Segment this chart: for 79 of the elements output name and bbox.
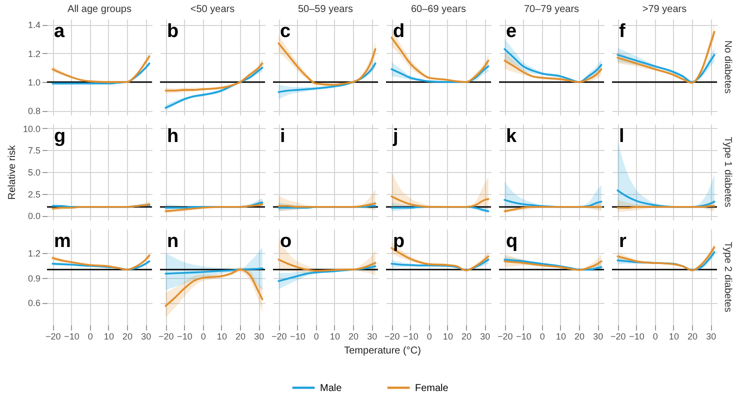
- x-tick-label: 0: [540, 332, 545, 342]
- x-tick-label: 20: [122, 332, 133, 342]
- x-tick-label: −10: [177, 332, 192, 342]
- x-tick-label: 0: [88, 332, 93, 342]
- annotation: r: [619, 231, 627, 252]
- annotation: c: [280, 21, 291, 42]
- y-tick-label: 0.8: [28, 106, 40, 116]
- chart-title: 70–79 years: [524, 4, 580, 15]
- y-tick-label: 1.2: [28, 48, 40, 59]
- y-tick-label: 5.0: [28, 168, 40, 178]
- annotation: k: [506, 126, 517, 147]
- annotation: q: [506, 231, 518, 252]
- y-tick-label: 0.0: [28, 211, 40, 222]
- x-tick-label: −20: [158, 332, 174, 342]
- x-tick-label: −10: [629, 332, 644, 342]
- x-tick-label: 30: [367, 332, 378, 342]
- x-tick-label: 0: [314, 332, 319, 342]
- annotation: p: [393, 231, 405, 252]
- x-tick-label: 30: [254, 332, 264, 342]
- x-tick-label: 20: [236, 332, 246, 342]
- annotation: b: [167, 21, 179, 42]
- text: Type 2 diabetes: [722, 242, 733, 312]
- x-tick-label: −20: [384, 332, 400, 342]
- x-tick-label: 0: [426, 332, 432, 342]
- x-tick-label: 10: [104, 332, 114, 342]
- x-tick-label: −20: [610, 332, 626, 342]
- chart-title: 50–59 years: [298, 4, 354, 15]
- x-tick-label: 20: [574, 332, 585, 342]
- annotation: j: [392, 126, 398, 147]
- x-tick-label: 30: [593, 332, 604, 342]
- annotation: o: [280, 231, 292, 252]
- chart-title: >79 years: [642, 4, 687, 15]
- y-tick-label: 1.4: [28, 20, 40, 30]
- legend-label: Female: [415, 382, 449, 394]
- x-tick-label: −20: [271, 332, 287, 342]
- x-tick-label: 10: [668, 332, 679, 342]
- x-tick-label: −10: [403, 332, 418, 342]
- x-tick-label: 10: [330, 332, 340, 342]
- annotation: l: [619, 126, 624, 147]
- y-axis-title: Relative risk: [6, 144, 18, 200]
- y-tick-label: 1.0: [28, 78, 40, 88]
- annotation: e: [506, 21, 517, 42]
- x-tick-label: −10: [516, 332, 532, 342]
- x-tick-label: −20: [45, 332, 61, 342]
- annotation: h: [167, 126, 179, 147]
- x-tick-label: 0: [652, 332, 658, 342]
- chart-title: <50 years: [190, 4, 235, 15]
- x-tick-label: 10: [442, 332, 453, 342]
- y-tick-label: 1.2: [28, 248, 40, 258]
- x-tick-label: −10: [64, 332, 80, 342]
- text: No diabetes: [722, 40, 733, 94]
- y-tick-label: 2.5: [28, 189, 40, 200]
- x-tick-label: −10: [290, 332, 306, 342]
- x-tick-label: 0: [200, 332, 206, 342]
- y-tick-label: 10.0: [22, 124, 40, 134]
- annotation: a: [54, 21, 65, 42]
- x-tick-label: 20: [462, 332, 472, 342]
- chart-title: All age groups: [68, 4, 132, 15]
- annotation: g: [54, 126, 66, 147]
- x-axis-title: Temperature (°C): [344, 346, 421, 356]
- legend-label: Male: [320, 382, 342, 394]
- annotation: n: [167, 231, 179, 252]
- x-tick-label: 20: [348, 332, 359, 342]
- x-tick-label: 10: [556, 332, 566, 342]
- x-tick-label: 30: [480, 332, 490, 342]
- text: Type 1 diabetes: [722, 136, 733, 208]
- y-tick-label: 0.6: [28, 298, 40, 308]
- x-tick-label: 30: [706, 332, 716, 342]
- y-tick-label: 7.5: [28, 146, 40, 156]
- chart-title: 60–69 years: [410, 4, 466, 15]
- x-tick-label: 20: [688, 332, 698, 342]
- x-tick-label: 10: [216, 332, 227, 342]
- y-tick-label: 0.9: [28, 273, 40, 284]
- x-tick-label: −20: [497, 332, 513, 342]
- annotation: f: [619, 21, 626, 42]
- annotation: i: [280, 126, 286, 147]
- annotation: m: [54, 231, 71, 252]
- x-tick-label: 30: [141, 332, 152, 342]
- annotation: d: [393, 21, 405, 42]
